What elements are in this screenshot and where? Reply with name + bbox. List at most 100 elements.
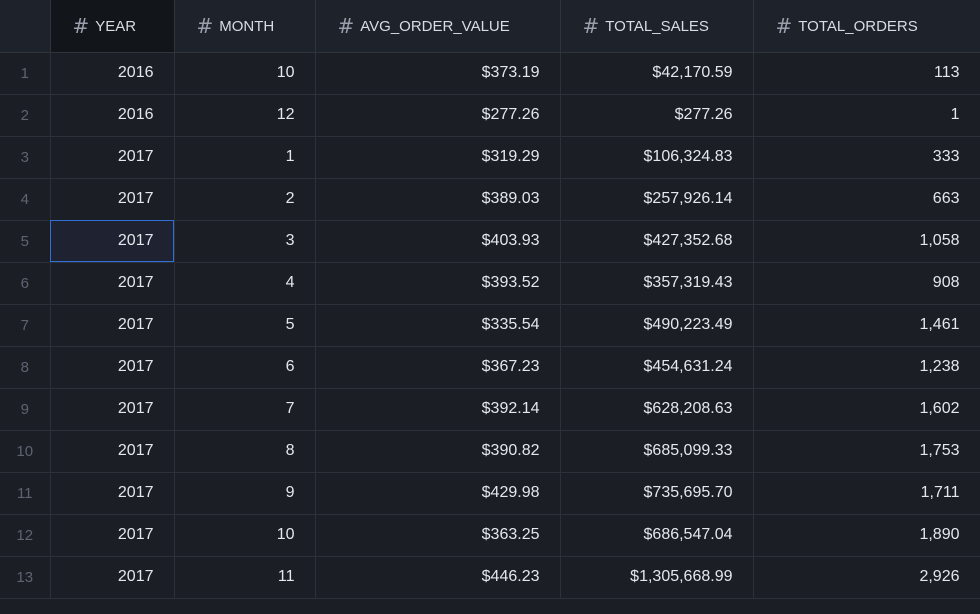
row-number-cell: 8 bbox=[0, 346, 51, 389]
total-sales-cell[interactable]: $628,208.63 bbox=[560, 388, 754, 431]
year-cell[interactable]: 2017 bbox=[50, 346, 175, 389]
year-cell[interactable]: 2017 bbox=[50, 304, 175, 347]
hash-icon: # bbox=[196, 13, 214, 38]
month-cell[interactable]: 2 bbox=[174, 178, 316, 221]
column-header-total-sales[interactable]: # TOTAL_SALES bbox=[560, 0, 754, 53]
table-row: 4 2017 2 $389.03 $257,926.14 663 bbox=[0, 178, 980, 221]
total-sales-cell[interactable]: $357,319.43 bbox=[560, 262, 754, 305]
total-orders-cell[interactable]: 1,753 bbox=[753, 430, 980, 473]
month-cell[interactable]: 3 bbox=[174, 220, 316, 263]
avg-order-value-cell[interactable]: $389.03 bbox=[315, 178, 561, 221]
month-cell[interactable]: 6 bbox=[174, 346, 316, 389]
year-cell[interactable]: 2017 bbox=[50, 556, 175, 599]
table-row: 2 2016 12 $277.26 $277.26 1 bbox=[0, 94, 980, 137]
month-cell[interactable]: 12 bbox=[174, 94, 316, 137]
total-orders-cell[interactable]: 113 bbox=[753, 52, 980, 95]
column-header-avg-order-value[interactable]: # AVG_ORDER_VALUE bbox=[315, 0, 561, 53]
total-sales-cell[interactable]: $106,324.83 bbox=[560, 136, 754, 179]
avg-order-value-cell[interactable]: $429.98 bbox=[315, 472, 561, 515]
total-orders-cell[interactable]: 333 bbox=[753, 136, 980, 179]
year-cell[interactable]: 2017 bbox=[50, 514, 175, 557]
table-row: 12 2017 10 $363.25 $686,547.04 1,890 bbox=[0, 514, 980, 557]
year-cell[interactable]: 2017 bbox=[50, 220, 175, 263]
total-orders-cell[interactable]: 908 bbox=[753, 262, 980, 305]
total-orders-cell[interactable]: 2,926 bbox=[753, 556, 980, 599]
row-number-cell: 5 bbox=[0, 220, 51, 263]
avg-order-value-cell[interactable]: $446.23 bbox=[315, 556, 561, 599]
avg-order-value-cell[interactable]: $392.14 bbox=[315, 388, 561, 431]
total-orders-cell[interactable]: 1,238 bbox=[753, 346, 980, 389]
month-cell[interactable]: 1 bbox=[174, 136, 316, 179]
column-header-year[interactable]: # YEAR bbox=[50, 0, 175, 53]
total-sales-cell[interactable]: $257,926.14 bbox=[560, 178, 754, 221]
results-table: # YEAR # MONTH # AVG_ORDER_VALUE # TOTAL_SAL… bbox=[0, 0, 980, 599]
column-header-label: TOTAL_SALES bbox=[605, 17, 709, 35]
total-orders-cell[interactable]: 1,602 bbox=[753, 388, 980, 431]
total-sales-cell[interactable]: $427,352.68 bbox=[560, 220, 754, 263]
month-cell[interactable]: 10 bbox=[174, 514, 316, 557]
month-cell[interactable]: 9 bbox=[174, 472, 316, 515]
column-header-label: TOTAL_ORDERS bbox=[798, 17, 918, 35]
row-index-header bbox=[0, 0, 51, 53]
month-cell[interactable]: 8 bbox=[174, 430, 316, 473]
table-row: 3 2017 1 $319.29 $106,324.83 333 bbox=[0, 136, 980, 179]
row-number-cell: 3 bbox=[0, 136, 51, 179]
avg-order-value-cell[interactable]: $403.93 bbox=[315, 220, 561, 263]
row-number-cell: 2 bbox=[0, 94, 51, 137]
year-cell[interactable]: 2017 bbox=[50, 388, 175, 431]
column-header-label: YEAR bbox=[95, 17, 137, 35]
year-cell[interactable]: 2017 bbox=[50, 178, 175, 221]
row-number-cell: 10 bbox=[0, 430, 51, 473]
avg-order-value-cell[interactable]: $335.54 bbox=[315, 304, 561, 347]
column-header-label: MONTH bbox=[219, 17, 275, 35]
table-row: 11 2017 9 $429.98 $735,695.70 1,711 bbox=[0, 472, 980, 515]
avg-order-value-cell[interactable]: $277.26 bbox=[315, 94, 561, 137]
total-sales-cell[interactable]: $454,631.24 bbox=[560, 346, 754, 389]
year-cell[interactable]: 2017 bbox=[50, 136, 175, 179]
total-orders-cell[interactable]: 1,461 bbox=[753, 304, 980, 347]
total-orders-cell[interactable]: 1,711 bbox=[753, 472, 980, 515]
year-cell[interactable]: 2016 bbox=[50, 94, 175, 137]
column-header-month[interactable]: # MONTH bbox=[174, 0, 316, 53]
avg-order-value-cell[interactable]: $393.52 bbox=[315, 262, 561, 305]
total-sales-cell[interactable]: $685,099.33 bbox=[560, 430, 754, 473]
year-cell[interactable]: 2017 bbox=[50, 430, 175, 473]
total-orders-cell[interactable]: 663 bbox=[753, 178, 980, 221]
row-number-cell: 7 bbox=[0, 304, 51, 347]
table-row: 10 2017 8 $390.82 $685,099.33 1,753 bbox=[0, 430, 980, 473]
month-cell[interactable]: 10 bbox=[174, 52, 316, 95]
avg-order-value-cell[interactable]: $390.82 bbox=[315, 430, 561, 473]
year-cell[interactable]: 2017 bbox=[50, 262, 175, 305]
row-number-cell: 1 bbox=[0, 52, 51, 95]
table-row: 1 2016 10 $373.19 $42,170.59 113 bbox=[0, 52, 980, 95]
total-orders-cell[interactable]: 1,058 bbox=[753, 220, 980, 263]
year-cell[interactable]: 2017 bbox=[50, 472, 175, 515]
total-sales-cell[interactable]: $277.26 bbox=[560, 94, 754, 137]
hash-icon: # bbox=[72, 13, 90, 38]
header-row: # YEAR # MONTH # AVG_ORDER_VALUE # TOTAL_SAL… bbox=[0, 0, 980, 53]
avg-order-value-cell[interactable]: $367.23 bbox=[315, 346, 561, 389]
column-header-label: AVG_ORDER_VALUE bbox=[360, 17, 510, 35]
total-orders-cell[interactable]: 1 bbox=[753, 94, 980, 137]
avg-order-value-cell[interactable]: $363.25 bbox=[315, 514, 561, 557]
total-sales-cell[interactable]: $490,223.49 bbox=[560, 304, 754, 347]
total-sales-cell[interactable]: $1,305,668.99 bbox=[560, 556, 754, 599]
table-row: 9 2017 7 $392.14 $628,208.63 1,602 bbox=[0, 388, 980, 431]
hash-icon: # bbox=[337, 13, 355, 38]
month-cell[interactable]: 5 bbox=[174, 304, 316, 347]
hash-icon: # bbox=[582, 13, 600, 38]
total-sales-cell[interactable]: $42,170.59 bbox=[560, 52, 754, 95]
avg-order-value-cell[interactable]: $373.19 bbox=[315, 52, 561, 95]
year-cell[interactable]: 2016 bbox=[50, 52, 175, 95]
avg-order-value-cell[interactable]: $319.29 bbox=[315, 136, 561, 179]
total-orders-cell[interactable]: 1,890 bbox=[753, 514, 980, 557]
table-row: 5 2017 3 $403.93 $427,352.68 1,058 bbox=[0, 220, 980, 263]
month-cell[interactable]: 11 bbox=[174, 556, 316, 599]
row-number-cell: 4 bbox=[0, 178, 51, 221]
month-cell[interactable]: 7 bbox=[174, 388, 316, 431]
column-header-total-orders[interactable]: # TOTAL_ORDERS bbox=[753, 0, 980, 53]
month-cell[interactable]: 4 bbox=[174, 262, 316, 305]
total-sales-cell[interactable]: $686,547.04 bbox=[560, 514, 754, 557]
total-sales-cell[interactable]: $735,695.70 bbox=[560, 472, 754, 515]
